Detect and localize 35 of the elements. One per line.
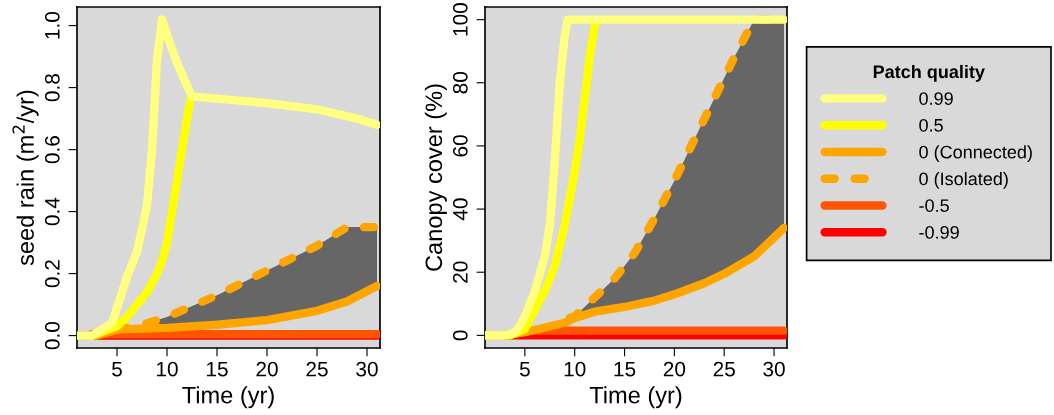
- y-tick-label: 0.0: [44, 321, 60, 350]
- x-tick-label: 25: [306, 361, 328, 377]
- y-tick-label: 0: [452, 330, 468, 341]
- x-axis-title: Time (yr): [589, 386, 682, 409]
- y-tick-label: 20: [452, 261, 468, 283]
- x-tick-label: 15: [614, 361, 636, 377]
- legend-label: 0.5: [919, 118, 943, 132]
- x-tick-label: 30: [763, 361, 785, 377]
- legend-label: -0.99: [919, 225, 959, 239]
- x-tick-label: 15: [207, 361, 228, 377]
- x-tick-label: 10: [564, 361, 586, 377]
- legend-title: Patch quality: [873, 64, 985, 82]
- y-tick-label: 0.6: [44, 136, 60, 164]
- y-axis-title: seed rain (m$^{2}$/yr): [12, 90, 39, 266]
- legend-label: 0.99: [919, 92, 953, 105]
- y-tick-label: 1.0: [44, 11, 60, 39]
- y-tick-label: 60: [452, 135, 468, 157]
- x-tick-label: 30: [356, 361, 378, 377]
- y-tick-label: 100: [452, 3, 468, 36]
- x-tick-label: 10: [157, 361, 178, 377]
- x-tick-label: 20: [663, 361, 686, 377]
- y-tick-label: 0.4: [44, 197, 60, 226]
- legend-label: -0.5: [919, 199, 949, 212]
- x-tick-label: 5: [112, 361, 122, 377]
- y-tick-label: 0.8: [44, 74, 60, 102]
- legend-label: 0 (Connected): [919, 145, 1032, 163]
- x-tick-label: 20: [256, 361, 278, 377]
- y-tick-label: 80: [452, 72, 468, 94]
- x-tick-label: 5: [519, 361, 530, 377]
- y-tick-label: 40: [452, 198, 468, 221]
- x-tick-label: 25: [713, 361, 735, 377]
- y-axis-title: Canopy cover (%): [424, 84, 447, 271]
- legend-label: 0 (Isolated): [919, 171, 1008, 189]
- x-axis-title: Time (yr): [182, 386, 274, 409]
- y-tick-label: 0.2: [44, 260, 60, 288]
